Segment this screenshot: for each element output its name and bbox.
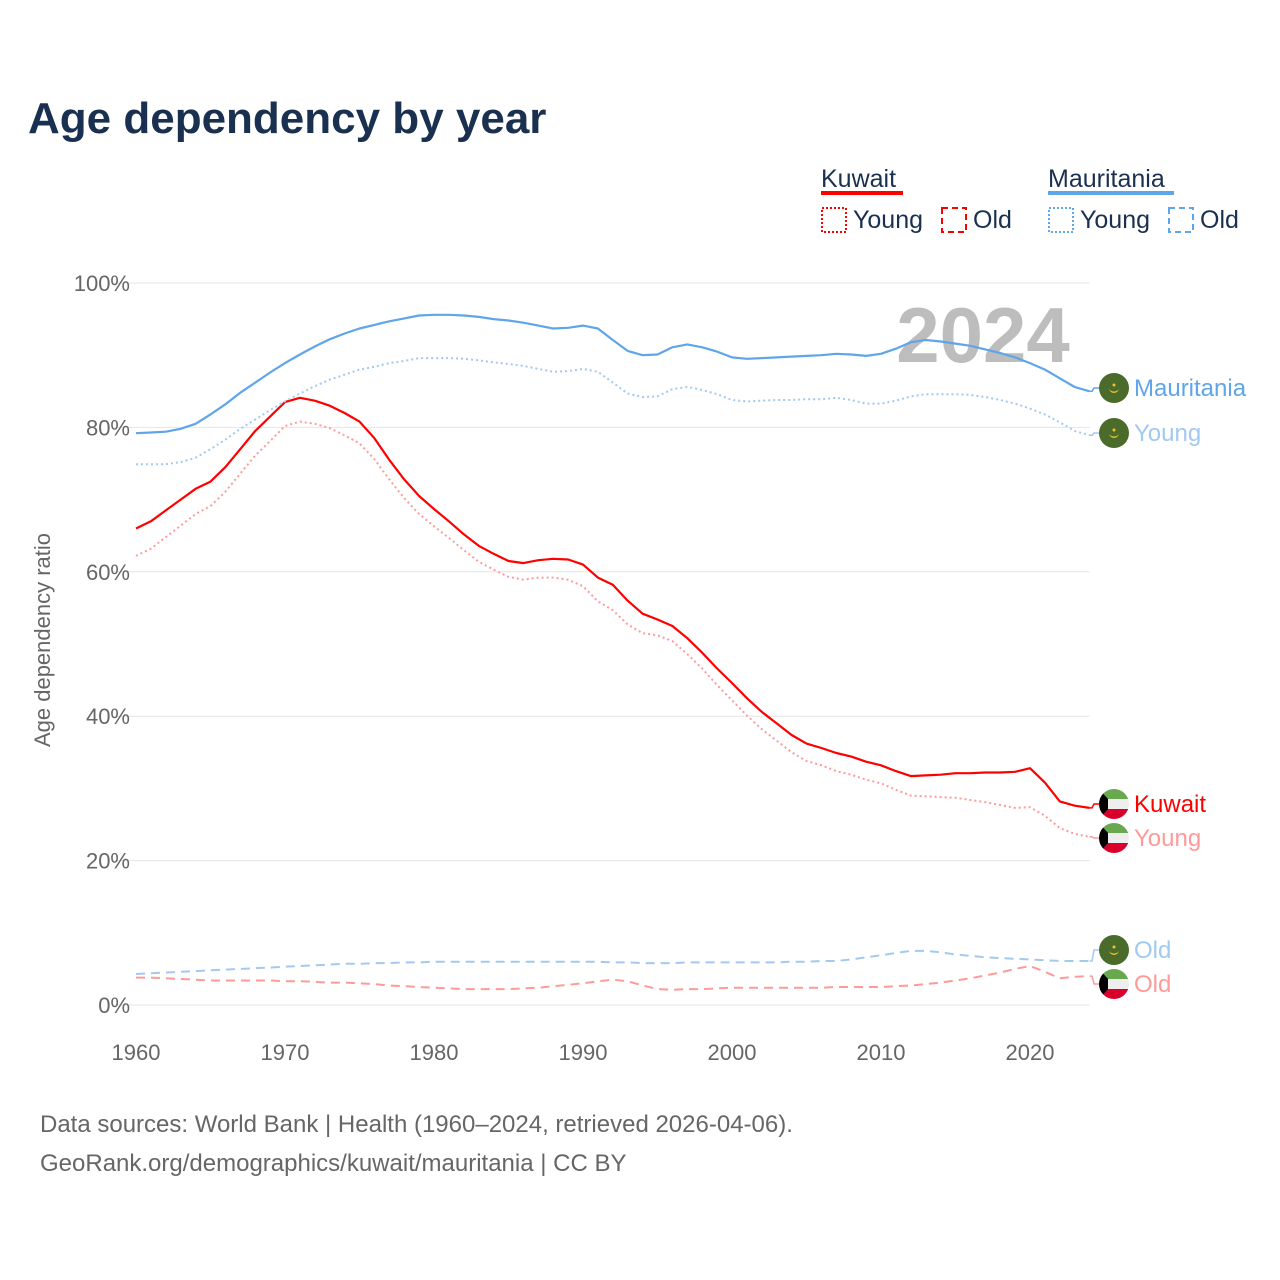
series-line-kuwait-old — [136, 965, 1090, 991]
gridlines — [112, 282, 1090, 1006]
series-lines — [135, 313, 1090, 991]
x-tick-label: 2000 — [708, 1040, 757, 1065]
end-label-kuwait: Kuwait — [1134, 791, 1206, 818]
kuwait-flag-icon — [1099, 823, 1129, 853]
label-connector — [1089, 836, 1100, 839]
legend-mauritania-label: Mauritania — [1048, 165, 1165, 193]
legend-mauritania-swatch — [1048, 191, 1174, 195]
series-line-mauritania-young — [136, 357, 1090, 466]
x-tick-label: 1970 — [261, 1040, 310, 1065]
legend: Kuwait Young Old Mauritania Young Old — [821, 165, 1239, 234]
label-connector — [1089, 975, 1100, 985]
y-axis-label: Age dependency ratio — [30, 533, 55, 747]
y-tick-label: 0% — [98, 993, 130, 1018]
y-tick-label: 100% — [74, 271, 130, 296]
end-label-mauritania-young: Young — [1134, 420, 1201, 447]
x-tick-label: 1990 — [559, 1040, 608, 1065]
kuwait-flag-icon — [1099, 969, 1129, 999]
year-overlay: 2024 — [896, 291, 1070, 379]
mauritania-flag-icon — [1099, 418, 1129, 448]
legend-kuwait-young-swatch — [821, 207, 847, 233]
source-line-1: Data sources: World Bank | Health (1960–… — [40, 1111, 793, 1138]
legend-kuwait-old-swatch — [941, 207, 967, 233]
mauritania-flag-icon — [1099, 373, 1129, 403]
end-label-mauritania: Mauritania — [1134, 375, 1247, 402]
label-connector — [1089, 387, 1100, 393]
end-label-mauritania-old: Old — [1134, 937, 1171, 964]
label-connector — [1089, 949, 1100, 962]
label-connector — [1089, 432, 1100, 437]
series-line-mauritania-old — [135, 949, 1090, 975]
x-tick-label: 1980 — [410, 1040, 459, 1065]
end-label-kuwait-old: Old — [1134, 971, 1171, 998]
y-tick-label: 20% — [86, 849, 130, 874]
mauritania-flag-icon — [1099, 935, 1129, 965]
legend-mauritania-young-swatch — [1048, 207, 1074, 233]
kuwait-flag-icon — [1099, 789, 1129, 819]
y-tick-label: 60% — [86, 560, 130, 585]
y-tick-label: 80% — [86, 415, 130, 440]
chart-title: Age dependency by year — [28, 94, 546, 143]
series-line-kuwait-young — [135, 420, 1090, 838]
series-line-kuwait — [135, 396, 1090, 809]
source-line-2[interactable]: GeoRank.org/demographics/kuwait/mauritan… — [40, 1150, 627, 1177]
series-end-labels: Kuwait Young Old Mauritania Young Old — [1089, 373, 1247, 999]
label-connector — [1089, 803, 1100, 809]
legend-mauritania-old-swatch — [1168, 207, 1194, 233]
legend-kuwait-old-label: Old — [973, 206, 1012, 234]
series-line-mauritania — [135, 313, 1090, 435]
legend-mauritania-old-label: Old — [1200, 206, 1239, 234]
y-axis-ticks: 0% 20% 40% 60% 80% 100% — [74, 271, 130, 1018]
y-tick-label: 40% — [86, 704, 130, 729]
legend-mauritania-young-label: Young — [1080, 206, 1150, 234]
legend-kuwait-swatch — [821, 191, 903, 195]
x-axis-ticks: 1960 1970 1980 1990 2000 2010 2020 — [112, 1040, 1055, 1065]
legend-kuwait-young-label: Young — [853, 206, 923, 234]
x-tick-label: 2020 — [1006, 1040, 1055, 1065]
legend-kuwait-label: Kuwait — [821, 165, 896, 193]
end-label-kuwait-young: Young — [1134, 825, 1201, 852]
x-tick-label: 1960 — [112, 1040, 161, 1065]
x-tick-label: 2010 — [857, 1040, 906, 1065]
